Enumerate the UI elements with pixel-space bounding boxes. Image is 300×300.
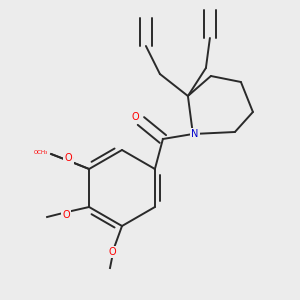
Text: N: N [191,129,199,139]
Text: O: O [64,153,72,163]
Text: O: O [108,247,116,257]
Text: O: O [62,210,70,220]
Text: O: O [131,112,139,122]
Text: OCH₃: OCH₃ [34,151,48,155]
Text: O: O [65,154,73,164]
